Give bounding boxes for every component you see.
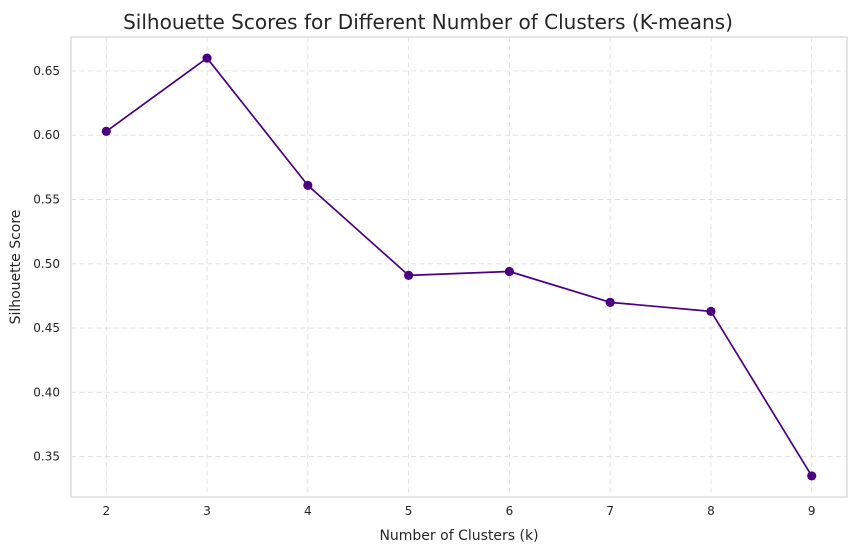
x-axis-label: Number of Clusters (k) <box>379 528 538 544</box>
data-point <box>303 180 313 190</box>
data-point <box>605 297 615 307</box>
y-tick-label: 0.55 <box>33 193 60 207</box>
data-point <box>202 53 212 63</box>
series-silhouette <box>101 53 817 481</box>
data-point <box>404 270 414 280</box>
y-axis-label: Silhouette Score <box>8 210 24 325</box>
chart-title: Silhouette Scores for Different Number o… <box>123 10 733 34</box>
data-point <box>706 306 716 316</box>
data-point <box>101 126 111 136</box>
y-tick-label: 0.40 <box>33 385 60 399</box>
x-tick-label: 4 <box>304 504 312 518</box>
tick-labels: 2 3 4 5 6 7 8 9 0.35 0.40 0.45 0.50 0.55 0.60 0.65 <box>33 64 815 518</box>
x-tick-label: 7 <box>606 504 614 518</box>
data-point <box>807 471 817 481</box>
x-tick-label: 5 <box>405 504 413 518</box>
y-tick-label: 0.60 <box>33 128 60 142</box>
x-tick-label: 2 <box>102 504 110 518</box>
x-tick-label: 3 <box>203 504 211 518</box>
x-tick-label: 9 <box>808 504 816 518</box>
x-tick-label: 8 <box>707 504 715 518</box>
y-tick-label: 0.50 <box>33 257 60 271</box>
plot-frame <box>70 36 848 498</box>
x-tick-label: 6 <box>506 504 514 518</box>
series-line <box>105 57 813 477</box>
grid-lines <box>71 37 847 497</box>
y-tick-label: 0.35 <box>33 450 60 464</box>
data-point <box>504 266 514 277</box>
y-tick-label: 0.65 <box>33 64 60 78</box>
y-tick-label: 0.45 <box>33 321 60 335</box>
